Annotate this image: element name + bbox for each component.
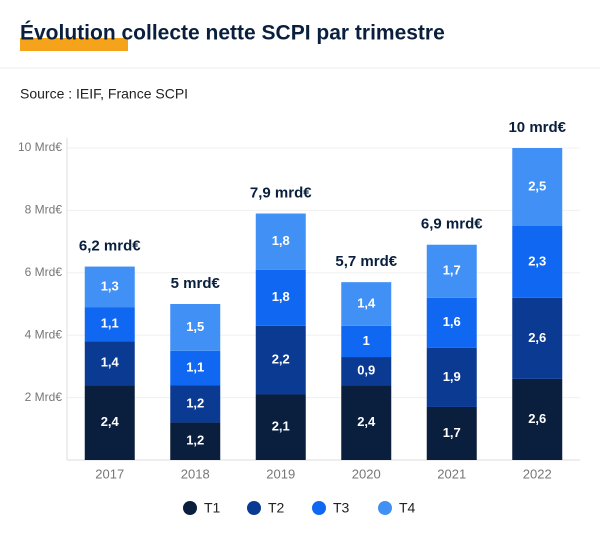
bar-segment: [426, 347, 477, 407]
legend-label: T2: [268, 500, 285, 516]
value-label: 1,1: [101, 316, 119, 331]
bar-segment: [84, 385, 135, 460]
total-label: 7,9 mrd€: [250, 184, 312, 201]
total-label: 5,7 mrd€: [335, 253, 397, 270]
value-label: 1,6: [443, 314, 461, 329]
x-tick-label: 2020: [352, 466, 381, 481]
bar-segment: [512, 378, 563, 460]
bar-segment: [341, 357, 392, 386]
value-label: 1,4: [357, 295, 376, 310]
bar-segment: [255, 269, 306, 326]
bar-segment: [341, 282, 392, 326]
bar-segment: [512, 297, 563, 379]
title-highlight: [20, 38, 128, 51]
value-label: 2,4: [357, 414, 376, 429]
bar-segment: [170, 422, 221, 460]
legend-label: T1: [204, 500, 221, 516]
value-label: 2,6: [528, 411, 546, 426]
value-label: 0,9: [357, 363, 375, 378]
bar-segment: [512, 226, 563, 298]
legend-swatch: [378, 501, 392, 515]
total-label: 6,9 mrd€: [421, 216, 483, 233]
y-tick-label: 10 Mrd€: [18, 140, 62, 154]
value-label: 2,6: [528, 330, 546, 345]
value-label: 1,8: [272, 233, 290, 248]
value-label: 2,5: [528, 178, 546, 193]
bar-segment: [512, 148, 563, 226]
bar-segment: [170, 304, 221, 351]
bar-segment: [255, 213, 306, 270]
x-tick-label: 2017: [95, 466, 124, 481]
value-label: 2,1: [272, 419, 290, 434]
bar-segment: [84, 266, 135, 308]
value-label: 1,4: [101, 355, 120, 370]
bar-segment: [170, 350, 221, 386]
bar-segment: [255, 325, 306, 395]
x-tick-label: 2018: [181, 466, 210, 481]
y-tick-label: 8 Mrd€: [25, 203, 63, 217]
bar-segment: [84, 307, 135, 342]
y-tick-label: 4 Mrd€: [25, 327, 63, 341]
value-label: 2,2: [272, 352, 290, 367]
value-label: 1,9: [443, 369, 461, 384]
value-label: 1,2: [186, 433, 204, 448]
value-label: 1,1: [186, 359, 204, 374]
value-label: 1,2: [186, 395, 204, 410]
total-label: 5 mrd€: [171, 275, 221, 292]
total-label: 6,2 mrd€: [79, 238, 141, 255]
x-tick-label: 2021: [437, 466, 466, 481]
legend-label: T4: [399, 500, 416, 516]
value-label: 1: [363, 333, 370, 348]
value-label: 2,3: [528, 253, 546, 268]
value-label: 1,7: [443, 425, 461, 440]
total-label: 10 mrd€: [508, 119, 566, 136]
bar-segment: [426, 244, 477, 298]
bar-segment: [341, 385, 392, 460]
legend-label: T3: [333, 500, 350, 516]
legend-swatch: [183, 501, 197, 515]
y-tick-label: 2 Mrd€: [25, 390, 63, 404]
x-tick-label: 2022: [523, 466, 552, 481]
chart-title: Évolution collecte nette SCPI par trimes…: [20, 22, 445, 45]
chart-subtitle: Source : IEIF, France SCPI: [20, 86, 188, 102]
legend-swatch: [247, 501, 261, 515]
y-tick-label: 6 Mrd€: [25, 265, 63, 279]
bar-segment: [170, 385, 221, 423]
bar-segment: [426, 406, 477, 460]
bar-segment: [426, 297, 477, 348]
value-label: 1,5: [186, 319, 204, 334]
value-label: 1,3: [101, 278, 119, 293]
x-tick-label: 2019: [266, 466, 295, 481]
legend-swatch: [312, 501, 326, 515]
value-label: 1,7: [443, 263, 461, 278]
value-label: 1,8: [272, 289, 290, 304]
value-label: 2,4: [101, 414, 120, 429]
bar-segment: [255, 394, 306, 460]
bar-segment: [341, 325, 392, 358]
bar-segment: [84, 341, 135, 386]
